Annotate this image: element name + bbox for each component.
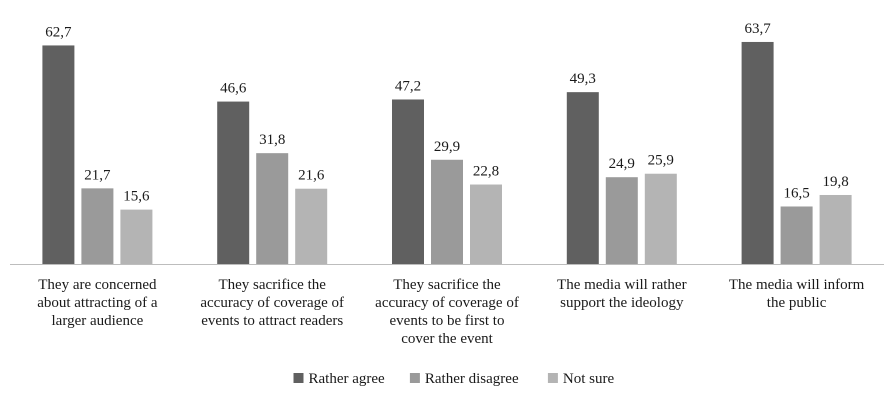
category-label: the public	[767, 295, 827, 311]
category-label: They sacrifice the	[393, 277, 501, 293]
bar-not-sure-4	[644, 173, 677, 264]
legend-swatch	[409, 373, 420, 383]
bar-rather-disagree-5	[780, 206, 813, 264]
data-label: 15,6	[123, 189, 150, 205]
data-label: 21,6	[298, 168, 325, 184]
bar-rather-disagree-2	[256, 153, 289, 264]
bar-rather-agree-3	[392, 99, 424, 264]
data-label: 49,3	[570, 71, 596, 87]
bar-rather-agree-4	[566, 92, 599, 264]
legend-label: Rather disagree	[425, 371, 519, 387]
data-label: 29,9	[434, 139, 460, 155]
data-label: 24,9	[609, 156, 635, 172]
legend-swatch	[547, 373, 558, 383]
data-label: 22,8	[473, 164, 499, 180]
category-label: events to attract readers	[201, 313, 343, 329]
data-label: 21,7	[84, 167, 111, 183]
category-label: support the ideology	[560, 295, 684, 311]
bar-rather-agree-2	[217, 101, 250, 265]
bar-rather-agree-1	[42, 45, 75, 265]
data-label: 63,7	[744, 21, 771, 37]
category-label: accuracy of coverage of	[375, 295, 519, 311]
category-labels: They are concerned about attracting of a l…	[37, 277, 864, 347]
legend-label: Rather agree	[309, 371, 386, 387]
data-label: 46,6	[220, 81, 247, 97]
bar-not-sure-2	[295, 188, 328, 264]
bar-not-sure-3	[470, 184, 502, 264]
bar-not-sure-1	[120, 209, 153, 264]
data-label: 47,2	[395, 78, 421, 94]
category-label: They sacrifice the	[218, 277, 326, 293]
category-label: cover the event	[401, 331, 493, 347]
category-label: accuracy of coverage of	[200, 295, 344, 311]
data-label: 31,8	[259, 132, 285, 148]
data-label: 62,7	[45, 24, 72, 40]
category-label: events to be first to	[390, 313, 505, 329]
data-label: 16,5	[783, 185, 809, 201]
bar-rather-disagree-4	[605, 177, 638, 264]
bar-not-sure-5	[819, 194, 852, 264]
category-label: The media will inform	[729, 277, 865, 293]
bar-rather-disagree-3	[431, 159, 463, 264]
bar-rather-agree-5	[741, 41, 774, 265]
bars-layer: 62,7 21,7 15,6 46,6 31,8 21,6 47,2 29,9 22,8 49,3…	[42, 21, 852, 265]
data-label: 19,8	[822, 174, 848, 190]
category-label: about attracting of a	[37, 295, 158, 311]
legend: Rather agree Rather disagree Not sure	[293, 371, 615, 387]
legend-label: Not sure	[563, 371, 615, 387]
bar-rather-disagree-1	[81, 188, 114, 264]
category-label: larger audience	[52, 313, 144, 329]
category-label: They are concerned	[38, 277, 157, 293]
legend-swatch	[293, 373, 304, 383]
category-label: The media will rather	[557, 277, 687, 293]
data-label: 25,9	[648, 153, 674, 169]
